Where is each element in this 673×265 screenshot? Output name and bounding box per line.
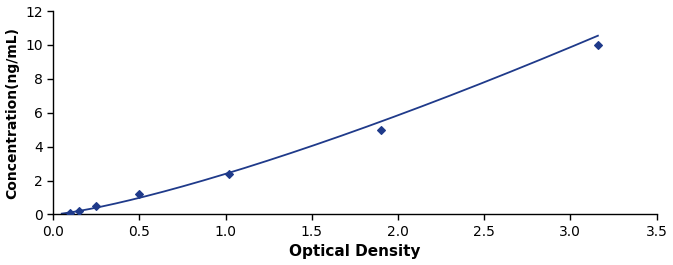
X-axis label: Optical Density: Optical Density <box>289 244 421 259</box>
Y-axis label: Concentration(ng/mL): Concentration(ng/mL) <box>5 27 20 199</box>
